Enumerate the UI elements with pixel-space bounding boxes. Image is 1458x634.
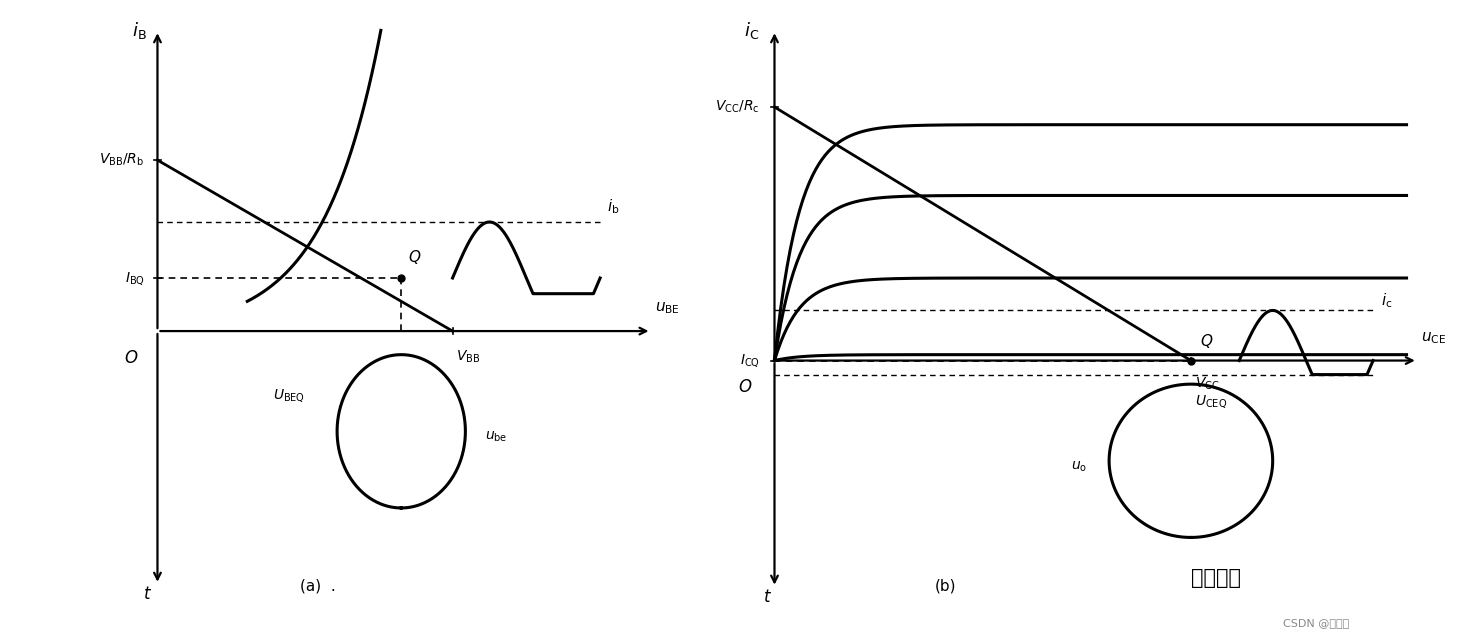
Text: 截止失真: 截止失真 — [1191, 567, 1241, 588]
Text: $t$: $t$ — [143, 585, 152, 602]
Text: $Q$: $Q$ — [408, 249, 421, 266]
Text: $V_{\mathrm{CC}}/R_{\mathrm{c}}$: $V_{\mathrm{CC}}/R_{\mathrm{c}}$ — [714, 99, 760, 115]
Text: $V_{\mathrm{BB}}/R_{\mathrm{b}}$: $V_{\mathrm{BB}}/R_{\mathrm{b}}$ — [99, 152, 144, 168]
Text: $I_{\mathrm{BQ}}$: $I_{\mathrm{BQ}}$ — [125, 269, 144, 287]
Text: $i_{\mathrm{b}}$: $i_{\mathrm{b}}$ — [607, 197, 620, 216]
Text: $u_{\mathrm{CE}}$: $u_{\mathrm{CE}}$ — [1422, 330, 1446, 346]
Text: (b): (b) — [935, 578, 956, 593]
Text: $I_{\mathrm{CQ}}$: $I_{\mathrm{CQ}}$ — [739, 352, 760, 369]
Text: $O$: $O$ — [124, 349, 139, 366]
Text: $U_{\mathrm{BEQ}}$: $U_{\mathrm{BEQ}}$ — [273, 387, 305, 404]
Text: $i_{\mathrm{c}}$: $i_{\mathrm{c}}$ — [1381, 292, 1392, 311]
Text: $u_{\mathrm{be}}$: $u_{\mathrm{be}}$ — [484, 430, 507, 444]
Text: $t$: $t$ — [763, 588, 771, 605]
Text: $u_{\mathrm{o}}$: $u_{\mathrm{o}}$ — [1070, 460, 1086, 474]
Text: $u_{\mathrm{BE}}$: $u_{\mathrm{BE}}$ — [655, 301, 679, 316]
Text: $V_{\mathrm{CC}}$: $V_{\mathrm{CC}}$ — [1194, 375, 1219, 392]
Text: $U_{\mathrm{CEQ}}$: $U_{\mathrm{CEQ}}$ — [1194, 393, 1226, 410]
Text: $O$: $O$ — [738, 378, 752, 396]
Text: $Q$: $Q$ — [1200, 332, 1213, 350]
Text: $V_{\mathrm{BB}}$: $V_{\mathrm{BB}}$ — [456, 349, 480, 365]
Text: $i_{\mathrm{C}}$: $i_{\mathrm{C}}$ — [745, 20, 760, 41]
Text: CSDN @妖兽唛: CSDN @妖兽唛 — [1283, 618, 1349, 628]
Text: $i_{\mathrm{B}}$: $i_{\mathrm{B}}$ — [131, 20, 147, 41]
Text: (a)  .: (a) . — [300, 578, 335, 593]
